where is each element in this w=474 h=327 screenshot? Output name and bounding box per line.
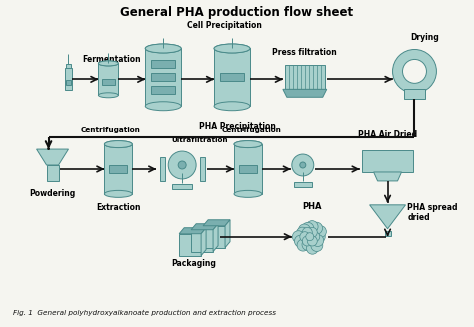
Circle shape — [302, 239, 314, 250]
Bar — [285, 65, 325, 89]
Ellipse shape — [234, 141, 262, 147]
Bar — [403, 89, 426, 99]
Circle shape — [299, 224, 310, 236]
Ellipse shape — [214, 44, 250, 53]
Bar — [214, 48, 250, 106]
Ellipse shape — [99, 93, 118, 98]
Bar — [151, 60, 175, 68]
Bar — [109, 165, 128, 173]
Circle shape — [297, 239, 309, 251]
Circle shape — [292, 154, 314, 176]
Text: PHA Precipitation: PHA Precipitation — [199, 122, 275, 131]
Text: Ultrafiltration: Ultrafiltration — [172, 137, 228, 143]
Bar — [64, 68, 73, 90]
Circle shape — [402, 60, 427, 83]
Bar — [384, 231, 391, 236]
Circle shape — [294, 235, 306, 247]
Polygon shape — [36, 149, 69, 165]
Circle shape — [306, 242, 319, 254]
Circle shape — [310, 222, 323, 234]
Circle shape — [310, 232, 320, 242]
Circle shape — [296, 227, 309, 239]
Ellipse shape — [214, 44, 250, 53]
Bar — [203, 226, 225, 248]
Bar — [160, 157, 164, 181]
Bar — [179, 234, 201, 256]
Polygon shape — [370, 205, 405, 229]
Ellipse shape — [214, 102, 250, 111]
Text: Extraction: Extraction — [96, 203, 141, 212]
Circle shape — [392, 49, 437, 93]
Bar — [151, 86, 175, 94]
Circle shape — [311, 240, 323, 251]
Circle shape — [292, 231, 304, 243]
Text: Cell Precipitation: Cell Precipitation — [187, 21, 262, 29]
Circle shape — [302, 236, 312, 246]
Bar — [102, 79, 115, 85]
Ellipse shape — [145, 44, 181, 53]
Circle shape — [300, 162, 306, 168]
Circle shape — [306, 221, 318, 232]
Polygon shape — [374, 172, 401, 181]
Bar — [234, 144, 262, 194]
Circle shape — [307, 236, 317, 246]
Circle shape — [302, 227, 312, 237]
Bar — [151, 73, 175, 81]
Text: PHA spread
dried: PHA spread dried — [408, 203, 458, 222]
Bar — [145, 48, 181, 106]
Bar — [239, 165, 257, 173]
Polygon shape — [283, 89, 327, 97]
Ellipse shape — [104, 190, 132, 198]
Circle shape — [306, 233, 314, 241]
Ellipse shape — [104, 141, 132, 147]
Text: Press filtration: Press filtration — [273, 48, 337, 58]
Text: PHA Air Dried: PHA Air Dried — [358, 130, 417, 139]
Text: Fig. 1  General polyhydroxyalkanoate production and extraction process: Fig. 1 General polyhydroxyalkanoate prod… — [13, 310, 276, 316]
Bar — [172, 184, 192, 189]
Circle shape — [314, 226, 327, 237]
Ellipse shape — [234, 190, 262, 198]
Text: PHA: PHA — [302, 202, 321, 211]
Bar — [220, 73, 244, 81]
Circle shape — [178, 161, 186, 169]
Ellipse shape — [234, 141, 262, 147]
Circle shape — [302, 222, 314, 234]
Polygon shape — [213, 224, 218, 251]
Circle shape — [312, 234, 324, 247]
Polygon shape — [203, 220, 230, 226]
Text: Packaging: Packaging — [172, 259, 217, 267]
Ellipse shape — [99, 61, 118, 66]
Bar — [99, 63, 118, 95]
Circle shape — [168, 151, 196, 179]
Polygon shape — [201, 228, 206, 256]
Bar — [66, 80, 71, 85]
Circle shape — [313, 231, 325, 243]
Bar — [46, 165, 58, 181]
Bar — [65, 64, 72, 68]
Polygon shape — [191, 224, 218, 230]
Ellipse shape — [99, 61, 118, 66]
Circle shape — [307, 227, 317, 237]
Ellipse shape — [145, 102, 181, 111]
Text: Centrifugation: Centrifugation — [222, 127, 282, 133]
Bar — [294, 182, 312, 187]
Polygon shape — [179, 228, 206, 234]
Polygon shape — [225, 220, 230, 248]
Text: Drying: Drying — [410, 32, 439, 42]
Text: Fermentation: Fermentation — [82, 55, 141, 64]
Bar — [191, 230, 213, 251]
Text: Centrifugation: Centrifugation — [81, 127, 140, 133]
Ellipse shape — [145, 44, 181, 53]
Bar — [104, 144, 132, 194]
Ellipse shape — [104, 141, 132, 147]
Circle shape — [300, 232, 310, 242]
Bar — [200, 157, 205, 181]
Bar — [362, 150, 413, 172]
Text: General PHA production flow sheet: General PHA production flow sheet — [120, 6, 354, 19]
Text: Powdering: Powdering — [29, 189, 76, 198]
